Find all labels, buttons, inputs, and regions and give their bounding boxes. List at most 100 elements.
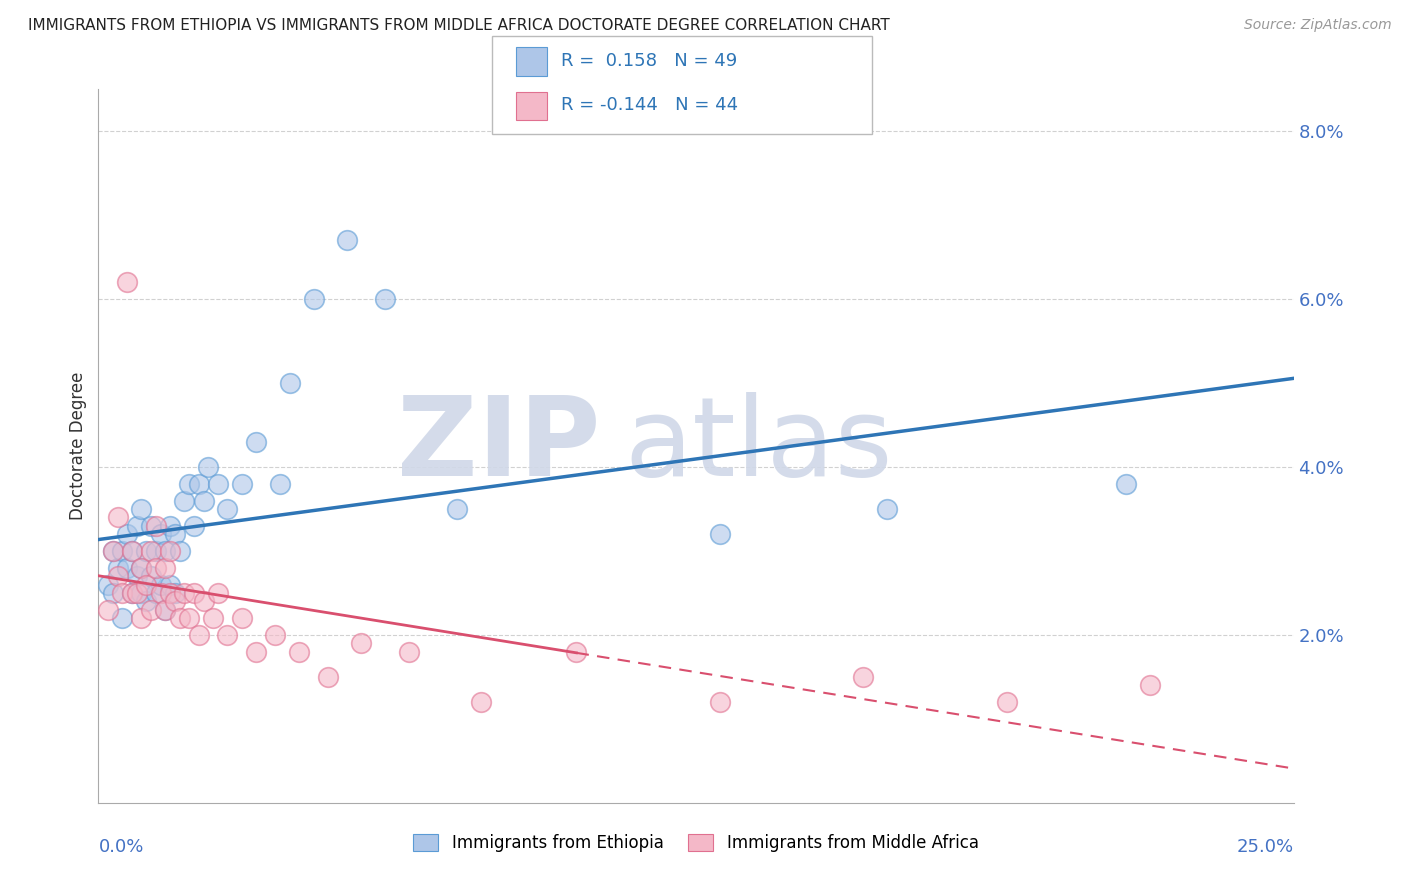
Text: IMMIGRANTS FROM ETHIOPIA VS IMMIGRANTS FROM MIDDLE AFRICA DOCTORATE DEGREE CORRE: IMMIGRANTS FROM ETHIOPIA VS IMMIGRANTS F… [28, 18, 890, 33]
Point [111, 586, 134, 600]
Point [159, 577, 181, 591]
Point [269, 476, 291, 491]
Point [245, 645, 267, 659]
Point [183, 518, 205, 533]
Point [145, 518, 167, 533]
Text: R = -0.144   N = 44: R = -0.144 N = 44 [561, 96, 738, 114]
Point [163, 586, 186, 600]
Point [121, 544, 143, 558]
Point [131, 560, 153, 574]
Point [163, 594, 186, 608]
Point [169, 544, 191, 558]
Text: ZIP: ZIP [396, 392, 600, 500]
Point [302, 292, 325, 306]
Point [131, 611, 153, 625]
Point [149, 527, 172, 541]
Point [336, 233, 359, 247]
Point [145, 560, 167, 574]
Point [111, 544, 134, 558]
Point [179, 611, 201, 625]
Point [101, 544, 124, 558]
Point [470, 695, 492, 709]
Point [179, 476, 201, 491]
Point [350, 636, 373, 650]
Point [101, 544, 124, 558]
Point [169, 611, 191, 625]
Point [107, 560, 129, 574]
Point [139, 603, 162, 617]
Point [125, 518, 148, 533]
Point [131, 560, 153, 574]
Point [709, 527, 731, 541]
Point [374, 292, 396, 306]
Point [111, 611, 134, 625]
Point [155, 544, 177, 558]
Point [107, 569, 129, 583]
Point [709, 695, 731, 709]
Point [173, 586, 195, 600]
Point [288, 645, 311, 659]
Point [97, 577, 120, 591]
Point [121, 586, 143, 600]
Point [231, 476, 253, 491]
Point [398, 645, 420, 659]
Point [202, 611, 225, 625]
Point [149, 586, 172, 600]
Point [97, 603, 120, 617]
Point [159, 544, 181, 558]
Point [139, 569, 162, 583]
Point [217, 628, 239, 642]
Point [217, 502, 239, 516]
Point [125, 569, 148, 583]
Text: R =  0.158   N = 49: R = 0.158 N = 49 [561, 52, 737, 70]
Point [183, 586, 205, 600]
Point [155, 603, 177, 617]
Point [278, 376, 301, 390]
Point [155, 560, 177, 574]
Point [115, 275, 138, 289]
Point [149, 577, 172, 591]
Point [121, 544, 143, 558]
Point [163, 527, 186, 541]
Point [115, 527, 138, 541]
Point [125, 586, 148, 600]
Point [135, 544, 157, 558]
Point [107, 510, 129, 524]
Point [316, 670, 339, 684]
Point [207, 476, 229, 491]
Point [131, 502, 153, 516]
Point [1139, 678, 1161, 692]
Point [101, 586, 124, 600]
Point [264, 628, 287, 642]
Point [135, 577, 157, 591]
Point [139, 544, 162, 558]
Point [135, 594, 157, 608]
Point [187, 628, 209, 642]
Point [852, 670, 875, 684]
Legend: Immigrants from Ethiopia, Immigrants from Middle Africa: Immigrants from Ethiopia, Immigrants fro… [406, 827, 986, 859]
Point [876, 502, 898, 516]
Point [565, 645, 588, 659]
Text: Source: ZipAtlas.com: Source: ZipAtlas.com [1244, 18, 1392, 32]
Point [1115, 476, 1137, 491]
Point [131, 586, 153, 600]
Point [197, 460, 219, 475]
Point [231, 611, 253, 625]
Point [193, 594, 215, 608]
Point [245, 434, 267, 449]
Point [995, 695, 1018, 709]
Point [121, 586, 143, 600]
Point [115, 560, 138, 574]
Point [446, 502, 468, 516]
Point [187, 476, 209, 491]
Point [193, 493, 215, 508]
Point [159, 518, 181, 533]
Point [173, 493, 195, 508]
Point [155, 603, 177, 617]
Point [139, 518, 162, 533]
Point [159, 586, 181, 600]
Point [145, 586, 167, 600]
Point [207, 586, 229, 600]
Text: 25.0%: 25.0% [1236, 838, 1294, 856]
Text: 0.0%: 0.0% [98, 838, 143, 856]
